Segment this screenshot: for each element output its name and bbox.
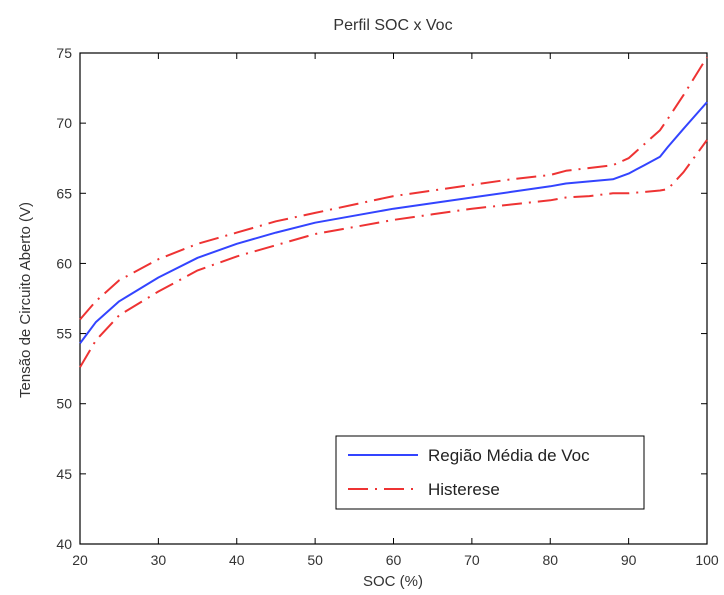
y-tick-label: 55 [56, 326, 72, 342]
x-tick-label: 40 [229, 552, 245, 568]
x-axis-label: SOC (%) [363, 573, 423, 590]
y-tick-label: 60 [56, 255, 72, 271]
x-tick-label: 20 [72, 552, 88, 568]
y-axis: 40 45 50 55 60 65 70 75 [56, 45, 707, 552]
legend: Região Média de Voc Histerese [335, 435, 645, 510]
legend-box [335, 435, 645, 510]
x-tick-label: 30 [151, 552, 167, 568]
series-layer [79, 56, 708, 368]
y-tick-label: 65 [56, 185, 72, 201]
x-tick-label: 70 [464, 552, 480, 568]
x-tick-label: 100 [695, 552, 719, 568]
x-tick-label: 80 [542, 552, 558, 568]
series-line-0 [79, 101, 708, 344]
x-axis: 20 30 40 50 60 70 80 90 100 [72, 53, 719, 568]
legend-label-histerese: Histerese [428, 480, 500, 499]
x-tick-label: 50 [307, 552, 323, 568]
y-tick-label: 50 [56, 396, 72, 412]
series-line-1 [79, 56, 708, 321]
y-tick-label: 45 [56, 466, 72, 482]
y-tick-label: 40 [56, 536, 72, 552]
series-line-2 [79, 139, 708, 368]
y-tick-label: 70 [56, 115, 72, 131]
x-tick-label: 90 [621, 552, 637, 568]
x-tick-label: 60 [386, 552, 402, 568]
legend-label-media: Região Média de Voc [428, 446, 590, 465]
y-axis-label: Tensão de Circuito Aberto (V) [17, 202, 34, 398]
chart-title: Perfil SOC x Voc [333, 17, 452, 34]
y-tick-label: 75 [56, 45, 72, 61]
